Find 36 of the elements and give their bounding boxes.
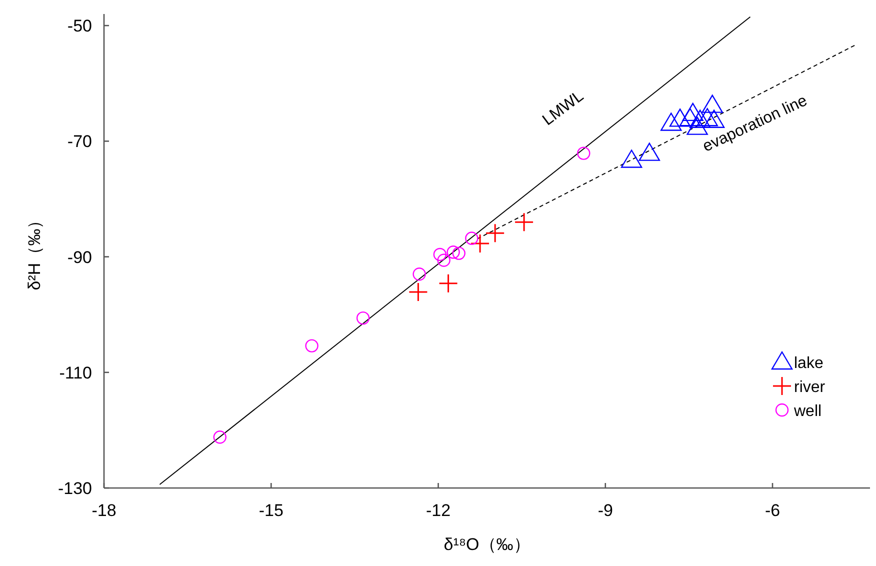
point [465, 232, 478, 245]
legend-label: well [793, 403, 822, 420]
point [669, 108, 691, 127]
x-tick-label: -15 [258, 501, 284, 520]
point [408, 282, 428, 302]
y-tick-label: -110 [59, 363, 92, 382]
point [438, 274, 458, 294]
point [213, 430, 226, 444]
point [437, 254, 450, 267]
y-tick-label: -50 [67, 16, 92, 36]
point [452, 246, 466, 260]
point [433, 248, 447, 262]
y-tick-label: -90 [67, 248, 92, 267]
point [446, 246, 460, 259]
point [514, 212, 534, 232]
y-axis-title: δ²H（‰） [25, 212, 44, 290]
x-tick-label: -9 [598, 501, 613, 520]
x-axis-title: δ¹⁸O（‰） [444, 535, 530, 554]
x-tick-label: -18 [92, 501, 116, 520]
point [470, 234, 490, 254]
x-tick-label: -12 [426, 501, 451, 520]
legend-label: lake [794, 355, 824, 372]
point [305, 339, 318, 352]
point [682, 102, 704, 122]
point [412, 268, 426, 281]
point [660, 112, 682, 131]
y-tick-label: -70 [67, 132, 92, 152]
point [356, 311, 370, 325]
point [485, 223, 505, 243]
point [577, 146, 590, 160]
y-tick-label: -130 [58, 479, 92, 498]
point [620, 150, 642, 168]
point [638, 142, 660, 161]
legend-label: river [794, 379, 826, 396]
point [679, 108, 701, 126]
x-tick-label: -6 [764, 501, 780, 520]
